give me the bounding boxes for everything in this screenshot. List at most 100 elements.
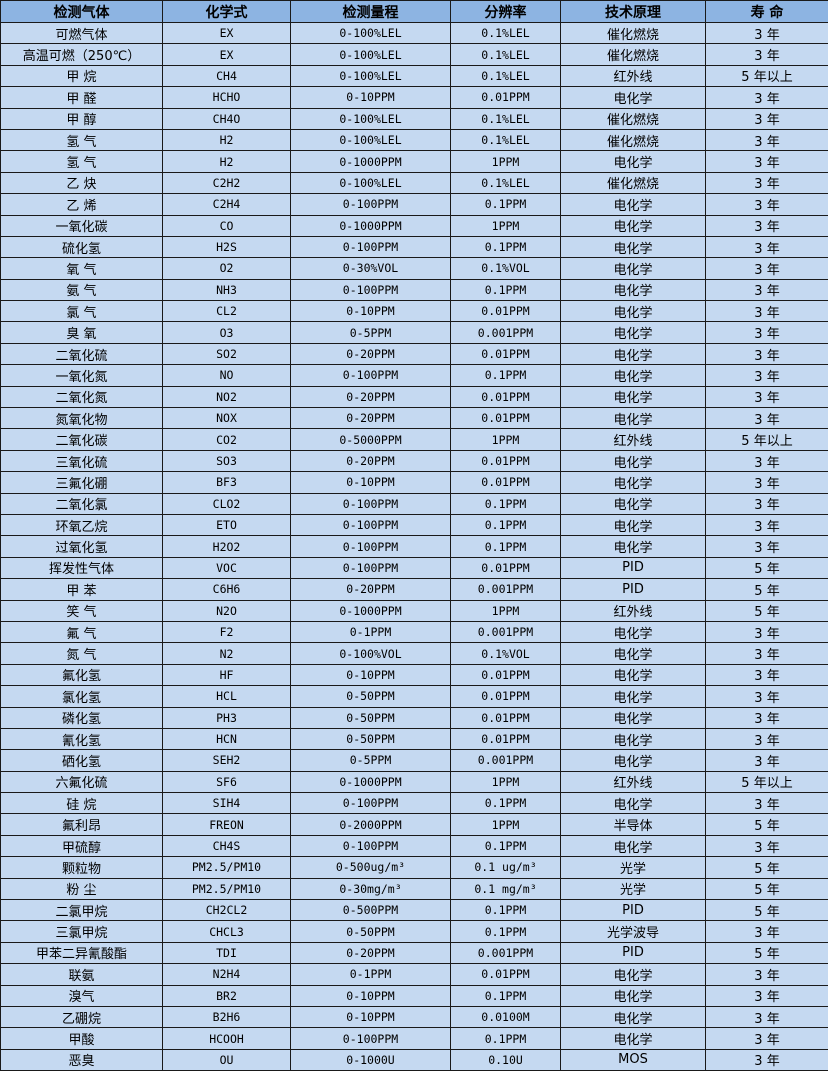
cell-chemical-formula: C2H4 bbox=[162, 193, 291, 216]
cell-chemical-formula: ETO bbox=[162, 513, 291, 537]
cell-technology-principle: 电化学 bbox=[560, 321, 706, 344]
cell-technology-principle: 电化学 bbox=[560, 642, 706, 665]
cell-gas-name: 六氟化硫 bbox=[0, 770, 163, 794]
cell-lifespan: 3 年 bbox=[705, 150, 828, 173]
cell-technology-principle: 电化学 bbox=[560, 86, 706, 109]
cell-detection-range: 0-100PPM bbox=[290, 1027, 451, 1050]
cell-technology-principle: 电化学 bbox=[560, 727, 706, 751]
table-row: 氟 气 F2 0-1PPM 0.001PPM 电化学 3 年 bbox=[0, 620, 828, 644]
cell-chemical-formula: HF bbox=[162, 663, 291, 687]
cell-lifespan: 3 年 bbox=[705, 321, 828, 344]
table-row: 溴气 BR2 0-10PPM 0.1PPM 电化学 3 年 bbox=[0, 984, 828, 1007]
cell-lifespan: 5 年 bbox=[705, 556, 828, 580]
cell-detection-range: 0-1000PPM bbox=[290, 770, 451, 794]
table-row: 硅 烷 SIH4 0-100PPM 0.1PPM 电化学 3 年 bbox=[0, 792, 828, 815]
cell-technology-principle: 电化学 bbox=[560, 749, 706, 772]
cell-detection-range: 0-20PPM bbox=[290, 407, 451, 430]
table-row: 氰化氢 HCN 0-50PPM 0.01PPM 电化学 3 年 bbox=[0, 727, 828, 751]
cell-lifespan: 5 年 bbox=[705, 813, 828, 836]
cell-detection-range: 0-100PPM bbox=[290, 193, 451, 216]
cell-resolution: 0.1%LEL bbox=[450, 171, 561, 195]
cell-gas-name: 氢 气 bbox=[0, 128, 163, 152]
cell-chemical-formula: OU bbox=[162, 1048, 291, 1072]
table-row: 甲 醇 CH4O 0-100%LEL 0.1%LEL 催化燃烧 3 年 bbox=[0, 107, 828, 130]
cell-chemical-formula: SEH2 bbox=[162, 749, 291, 772]
table-row: 氯 气 CL2 0-10PPM 0.01PPM 电化学 3 年 bbox=[0, 300, 828, 323]
cell-detection-range: 0-100%LEL bbox=[290, 64, 451, 88]
cell-chemical-formula: SF6 bbox=[162, 770, 291, 794]
table-row: 二氧化硫 SO2 0-20PPM 0.01PPM 电化学 3 年 bbox=[0, 342, 828, 366]
table-row: 氮 气 N2 0-100%VOL 0.1%VOL 电化学 3 年 bbox=[0, 642, 828, 665]
table-row: 笑 气 N2O 0-1000PPM 1PPM 红外线 5 年 bbox=[0, 599, 828, 622]
cell-gas-name: 二氧化碳 bbox=[0, 428, 163, 451]
cell-detection-range: 0-50PPM bbox=[290, 920, 451, 943]
cell-lifespan: 3 年 bbox=[705, 749, 828, 772]
cell-chemical-formula: CH4O bbox=[162, 107, 291, 130]
table-row: 氢 气 H2 0-1000PPM 1PPM 电化学 3 年 bbox=[0, 150, 828, 173]
cell-detection-range: 0-30%VOL bbox=[290, 257, 451, 280]
cell-resolution: 0.1PPM bbox=[450, 834, 561, 858]
cell-detection-range: 0-20PPM bbox=[290, 941, 451, 965]
cell-resolution: 0.1%LEL bbox=[450, 21, 561, 45]
cell-gas-name: 磷化氢 bbox=[0, 706, 163, 729]
cell-chemical-formula: H2S bbox=[162, 235, 291, 259]
cell-technology-principle: 电化学 bbox=[560, 535, 706, 558]
cell-gas-name: 挥发性气体 bbox=[0, 556, 163, 580]
cell-detection-range: 0-100%LEL bbox=[290, 107, 451, 130]
cell-lifespan: 3 年 bbox=[705, 513, 828, 537]
cell-resolution: 0.01PPM bbox=[450, 342, 561, 366]
cell-detection-range: 0-20PPM bbox=[290, 385, 451, 409]
cell-lifespan: 3 年 bbox=[705, 663, 828, 687]
cell-resolution: 0.1PPM bbox=[450, 920, 561, 943]
cell-resolution: 0.01PPM bbox=[450, 300, 561, 323]
cell-resolution: 0.1PPM bbox=[450, 1027, 561, 1050]
table-row: 甲苯二异氰酸酯 TDI 0-20PPM 0.001PPM PID 5 年 bbox=[0, 941, 828, 965]
cell-resolution: 0.001PPM bbox=[450, 620, 561, 644]
cell-technology-principle: 电化学 bbox=[560, 235, 706, 259]
cell-detection-range: 0-100PPM bbox=[290, 834, 451, 858]
cell-gas-name: 氨 气 bbox=[0, 278, 163, 302]
cell-gas-name: 一氧化碳 bbox=[0, 214, 163, 237]
cell-detection-range: 0-1000PPM bbox=[290, 150, 451, 173]
cell-chemical-formula: O2 bbox=[162, 257, 291, 280]
cell-technology-principle: 电化学 bbox=[560, 984, 706, 1007]
cell-gas-name: 氯化氢 bbox=[0, 685, 163, 708]
cell-detection-range: 0-100PPM bbox=[290, 235, 451, 259]
column-header-chemical-formula: 化学式 bbox=[162, 0, 291, 23]
cell-chemical-formula: NOX bbox=[162, 407, 291, 430]
cell-technology-principle: 催化燃烧 bbox=[560, 128, 706, 152]
cell-resolution: 1PPM bbox=[450, 813, 561, 836]
cell-chemical-formula: BF3 bbox=[162, 471, 291, 494]
cell-technology-principle: 电化学 bbox=[560, 663, 706, 687]
cell-chemical-formula: C6H6 bbox=[162, 578, 291, 601]
cell-resolution: 0.1%VOL bbox=[450, 257, 561, 280]
table-row: 三氧化硫 SO3 0-20PPM 0.01PPM 电化学 3 年 bbox=[0, 449, 828, 473]
table-row: 甲硫醇 CH4S 0-100PPM 0.1PPM 电化学 3 年 bbox=[0, 834, 828, 858]
cell-technology-principle: 电化学 bbox=[560, 834, 706, 858]
table-row: 二氧化氯 CLO2 0-100PPM 0.1PPM 电化学 3 年 bbox=[0, 492, 828, 515]
cell-technology-principle: 催化燃烧 bbox=[560, 21, 706, 45]
cell-resolution: 0.1 mg/m³ bbox=[450, 877, 561, 901]
cell-gas-name: 可燃气体 bbox=[0, 21, 163, 45]
cell-gas-name: 氯 气 bbox=[0, 300, 163, 323]
cell-technology-principle: 电化学 bbox=[560, 471, 706, 494]
cell-resolution: 0.1PPM bbox=[450, 535, 561, 558]
table-row: 二氯甲烷 CH2CL2 0-500PPM 0.1PPM PID 5 年 bbox=[0, 899, 828, 922]
cell-chemical-formula: BR2 bbox=[162, 984, 291, 1007]
cell-gas-name: 硒化氢 bbox=[0, 749, 163, 772]
cell-gas-name: 乙 烯 bbox=[0, 193, 163, 216]
table-row: 甲酸 HCOOH 0-100PPM 0.1PPM 电化学 3 年 bbox=[0, 1027, 828, 1050]
cell-lifespan: 3 年 bbox=[705, 21, 828, 45]
table-row: 三氯甲烷 CHCL3 0-50PPM 0.1PPM 光学波导 3 年 bbox=[0, 920, 828, 943]
table-row: 氟利昂 FREON 0-2000PPM 1PPM 半导体 5 年 bbox=[0, 813, 828, 836]
cell-gas-name: 联氨 bbox=[0, 963, 163, 986]
table-row: 甲 醛 HCHO 0-10PPM 0.01PPM 电化学 3 年 bbox=[0, 86, 828, 109]
table-row: 可燃气体 EX 0-100%LEL 0.1%LEL 催化燃烧 3 年 bbox=[0, 21, 828, 45]
cell-chemical-formula: N2O bbox=[162, 599, 291, 622]
cell-gas-name: 硫化氢 bbox=[0, 235, 163, 259]
column-header-technology-principle: 技术原理 bbox=[560, 0, 706, 23]
cell-technology-principle: 红外线 bbox=[560, 64, 706, 88]
cell-resolution: 0.01PPM bbox=[450, 963, 561, 986]
cell-lifespan: 3 年 bbox=[705, 1005, 828, 1029]
table-row: 颗粒物 PM2.5/PM10 0-500ug/m³ 0.1 ug/m³ 光学 5 年 bbox=[0, 856, 828, 879]
